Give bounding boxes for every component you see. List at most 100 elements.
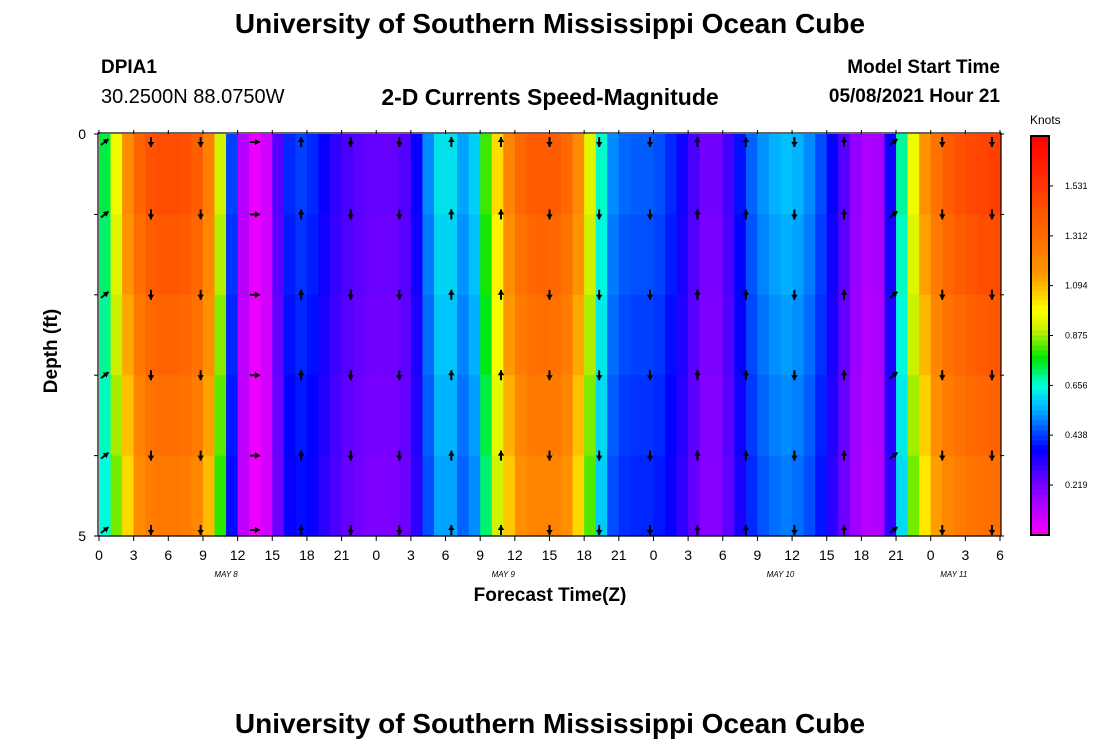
heatmap-cell — [202, 455, 216, 537]
colorbar-segment — [1031, 285, 1049, 292]
heatmap-cell — [168, 134, 181, 215]
heatmap-cell — [930, 214, 943, 296]
colorbar-segment — [1031, 335, 1049, 342]
arrow-head — [396, 214, 403, 220]
current-arrow — [742, 289, 750, 300]
heatmap-cell — [618, 294, 631, 376]
arrow-head — [297, 289, 305, 295]
colorbar-segment — [1031, 385, 1049, 391]
arrow-head — [546, 455, 553, 461]
arrow-head — [497, 209, 505, 215]
heatmap-cell — [283, 375, 296, 457]
colorbar-segment — [1031, 485, 1049, 491]
current-arrow — [939, 370, 946, 381]
heatmap-cell — [641, 455, 655, 537]
heatmap-cell — [214, 214, 227, 296]
arrow-head — [297, 370, 305, 376]
arrow-head — [595, 455, 603, 461]
colorbar-segment — [1031, 450, 1049, 456]
heatmap-cell — [433, 375, 447, 457]
heatmap-cell — [353, 134, 366, 215]
heatmap-cell — [330, 214, 343, 296]
heatmap-cell — [226, 134, 239, 215]
arrow-head — [546, 375, 553, 381]
heatmap-cell — [364, 455, 377, 537]
heatmap-cell — [618, 214, 631, 296]
heatmap-cell — [872, 134, 886, 215]
current-arrow — [147, 450, 155, 461]
current-arrow — [347, 289, 355, 300]
current-arrow — [988, 525, 996, 535]
arrow-head — [102, 372, 109, 378]
heatmap-cell — [572, 455, 585, 537]
colorbar-segment — [1031, 145, 1049, 152]
current-arrow — [497, 450, 505, 461]
heatmap-cell — [872, 294, 886, 376]
heatmap-cell — [110, 375, 123, 457]
arrow-head — [497, 289, 505, 295]
heatmap-cell — [156, 134, 169, 215]
heatmap-cell — [641, 294, 655, 376]
current-arrow — [840, 525, 848, 535]
heatmap-cell — [260, 375, 273, 457]
heatmap-cell — [630, 375, 643, 457]
heatmap-cell — [607, 375, 620, 457]
heatmap-cell — [561, 375, 574, 457]
date-label: MAY 11 — [940, 570, 967, 579]
current-arrow — [791, 289, 798, 300]
heatmap-cell — [745, 294, 759, 376]
arrow-head — [840, 289, 848, 295]
heatmap-cell — [110, 294, 123, 376]
colorbar-segment — [1031, 340, 1049, 347]
heatmap-cell — [491, 214, 504, 296]
colorbar-segment — [1031, 360, 1049, 367]
heatmap-cell — [699, 455, 712, 537]
heatmap-cell — [768, 455, 782, 537]
current-arrow — [249, 372, 260, 379]
heatmap-cell — [99, 214, 112, 296]
arrow-head — [497, 137, 505, 142]
current-arrow — [889, 291, 899, 299]
heatmap-cell — [919, 134, 932, 215]
current-arrow — [840, 137, 848, 147]
x-tick-label: 6 — [164, 547, 172, 563]
heatmap-cell — [341, 455, 354, 537]
heatmap-cell — [480, 375, 493, 457]
heatmap-cell — [214, 375, 227, 457]
current-arrow — [249, 526, 260, 534]
heatmap-cell — [99, 134, 112, 215]
arrow-head — [297, 525, 305, 530]
current-arrow — [595, 289, 603, 300]
arrow-head — [147, 375, 155, 381]
heatmap-cell — [549, 375, 562, 457]
colorbar-segment — [1031, 220, 1049, 227]
heatmap-cell — [387, 375, 400, 457]
current-arrow — [347, 209, 355, 220]
heatmap-cell — [503, 214, 516, 296]
current-arrow — [840, 450, 848, 461]
arrow-head — [694, 137, 701, 142]
colorbar-segment — [1031, 295, 1049, 302]
heatmap-cell — [896, 294, 909, 376]
heatmap-cell — [745, 375, 759, 457]
current-arrow — [988, 289, 996, 300]
x-tick-label: 21 — [334, 547, 350, 563]
colorbar-segment — [1031, 530, 1049, 536]
heatmap-cell — [826, 375, 839, 457]
heatmap-cell — [260, 294, 273, 376]
current-arrow — [448, 525, 455, 535]
current-arrow — [939, 525, 946, 535]
heatmap-cell — [226, 375, 239, 457]
heatmap-cell — [768, 375, 782, 457]
heatmap-cell — [260, 214, 273, 296]
heatmap-cell — [514, 214, 527, 296]
arrow-head — [840, 450, 848, 456]
heatmap-cell — [295, 214, 308, 296]
colorbar-segment — [1031, 200, 1049, 207]
heatmap-cell — [179, 294, 193, 376]
heatmap-cell — [618, 134, 631, 215]
colorbar-segment — [1031, 355, 1049, 362]
heatmap-cell — [387, 455, 400, 537]
current-arrow — [595, 525, 603, 535]
heatmap-cell — [526, 375, 539, 457]
